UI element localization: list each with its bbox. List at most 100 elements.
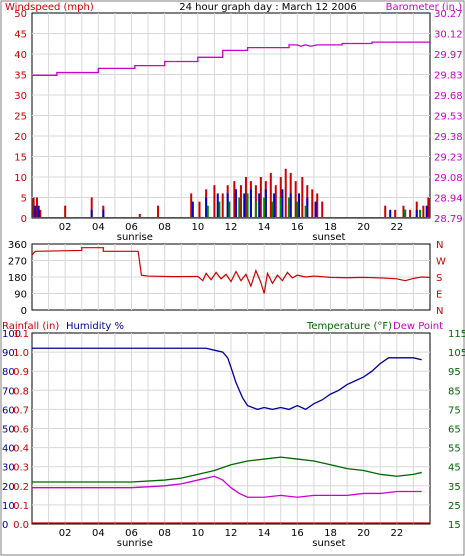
temperature-tick-label: 95 [448,367,461,378]
sunset-label: sunset [312,232,345,243]
barometer-tick-label: 30.12 [434,30,463,41]
humidity-panel-xtick-label: 14 [258,528,271,539]
wind-panel-xtick-label: 06 [125,222,138,233]
temperature-tick-label: 115 [448,329,465,340]
barometer-tick-label: 28.79 [434,214,463,225]
humidity-tick-label: 20 [2,482,15,493]
direction-tick-label: 0 [21,306,27,317]
wind-panel-xtick-label: 20 [357,222,370,233]
barometer-line [32,41,430,76]
compass-label: N [436,240,443,251]
barometer-tick-label: 29.97 [434,50,463,61]
humidity-panel-xtick-label: 20 [357,528,370,539]
wind-panel-xtick-label: 22 [390,222,403,233]
dewpoint-axis-label: Dew Point [393,321,443,332]
barometer-tick-label: 29.53 [434,112,463,123]
humidity-panel-xtick-label: 06 [125,528,138,539]
barometer-tick-label: 29.83 [434,71,463,82]
windspeed-tick-label: 0 [21,214,27,225]
barometer-tick-label: 29.08 [434,173,463,184]
compass-label: W [436,257,446,268]
temperature-tick-label: 55 [448,444,461,455]
rain-tick-label: 0.9 [13,367,29,378]
barometer-tick-label: 29.68 [434,91,463,102]
windspeed-tick-label: 15 [14,153,27,164]
humidity-panel-xtick-label: 10 [191,528,204,539]
temperature-tick-label: 45 [448,463,461,474]
wind-panel-xtick-label: 08 [158,222,171,233]
temperature-tick-label: 65 [448,425,461,436]
barometer-axis-label: Barometer (in.) [386,2,462,13]
windspeed-tick-label: 35 [14,71,27,82]
windspeed-tick-label: 40 [14,50,27,61]
wind-panel-xtick-label: 14 [258,222,271,233]
windspeed-tick-label: 45 [14,30,27,41]
humidity-panel-xtick-label: 22 [390,528,403,539]
rain-tick-label: 0.7 [13,405,29,416]
windspeed-tick-label: 50 [14,9,27,20]
sunset-label-bottom: sunset [312,538,345,549]
direction-tick-label: 360 [8,240,27,251]
humidity-tick-label: 10 [2,501,15,512]
humidity-tick-label: 60 [2,405,15,416]
humidity-panel-xtick-label: 18 [324,528,337,539]
sunrise-label: sunrise [117,232,153,243]
direction-tick-label: 270 [8,257,27,268]
temperature-tick-label: 35 [448,482,461,493]
temperature-tick-label: 25 [448,501,461,512]
wind-panel-xtick-label: 12 [225,222,238,233]
windspeed-tick-label: 5 [21,194,27,205]
windspeed-tick-label: 25 [14,112,27,123]
wind-panel-xtick-label: 02 [59,222,72,233]
graph-title: 24 hour graph day : March 12 2006 [179,2,357,13]
windspeed-tick-label: 10 [14,173,27,184]
barometer-tick-label: 28.94 [434,194,463,205]
humidity-panel-xtick-label: 02 [59,528,72,539]
rain-tick-label: 0.0 [13,520,29,531]
humidity-panel-xtick-label: 12 [225,528,238,539]
compass-label: E [436,290,442,301]
humidity-panel-xtick-label: 16 [291,528,304,539]
direction-tick-label: 90 [14,290,27,301]
sunrise-label-bottom: sunrise [117,538,153,549]
humidity-tick-label: 50 [2,425,15,436]
humidity-panel-xtick-label: 08 [158,528,171,539]
rain-tick-label: 0.6 [13,425,29,436]
humidity-tick-label: 40 [2,444,15,455]
wind-panel-xtick-label: 16 [291,222,304,233]
temperature-tick-label: 75 [448,405,461,416]
temperature-tick-label: 15 [448,520,461,531]
temperature-axis-label: Temperature (°F) [306,321,392,332]
wind-panel-xtick-label: 10 [191,222,204,233]
humidity-tick-label: 70 [2,386,15,397]
rain-tick-label: 0.2 [13,482,29,493]
rain-tick-label: 0.8 [13,386,29,397]
wind-direction-line [31,247,431,294]
humidity-tick-label: 90 [2,348,15,359]
compass-label: N [436,306,443,317]
humidity-tick-label: 100 [2,329,21,340]
wind-panel-xtick-label: 04 [92,222,105,233]
humidity-tick-label: 30 [2,463,15,474]
temperature-tick-label: 105 [448,348,465,359]
dew-point-line [32,475,422,498]
barometer-tick-label: 29.23 [434,153,463,164]
rain-tick-label: 1.1 [13,329,29,340]
windspeed-tick-label: 20 [14,132,27,143]
compass-label: S [436,273,442,284]
rain-tick-label: 0.3 [13,463,29,474]
humidity-tick-label: 80 [2,367,15,378]
windspeed-axis-label: Windspeed (mph) [5,2,94,13]
rainfall-axis-label: Rainfall (in) [2,321,59,332]
windspeed-tick-label: 30 [14,91,27,102]
rain-tick-label: 0.1 [13,501,29,512]
barometer-tick-label: 29.38 [434,132,463,143]
humidity-tick-label: 0 [2,520,8,531]
temperature-tick-label: 85 [448,386,461,397]
barometer-tick-label: 30.27 [434,9,463,20]
humidity-panel-xtick-label: 04 [92,528,105,539]
direction-tick-label: 180 [8,273,27,284]
temperature-line [32,456,422,483]
